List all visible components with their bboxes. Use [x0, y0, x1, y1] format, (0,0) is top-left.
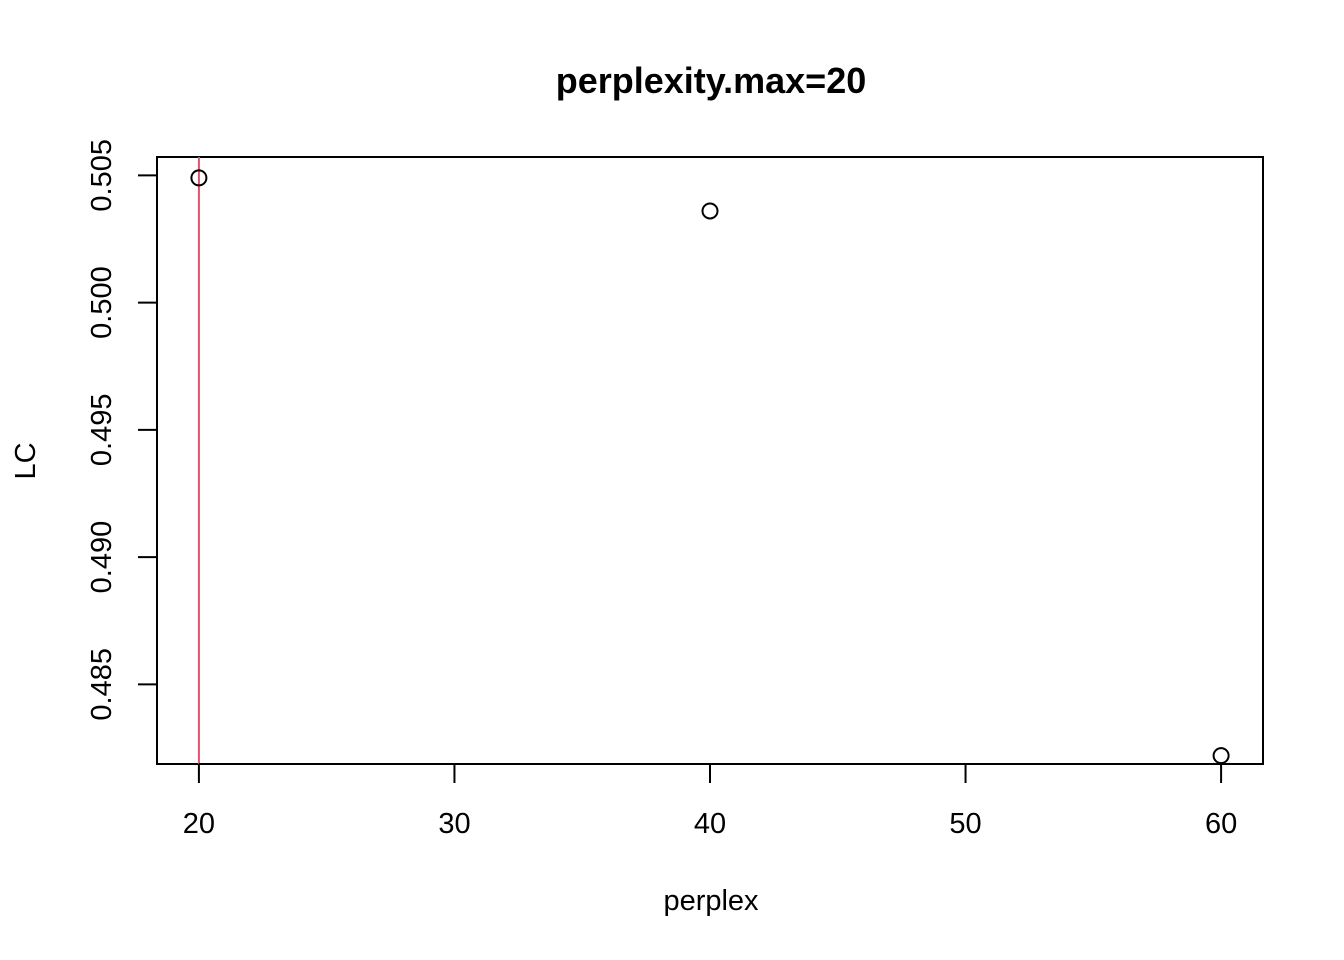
- x-tick-label: 30: [438, 808, 470, 840]
- x-axis-label: perplex: [663, 885, 759, 917]
- x-tick-label: 50: [949, 808, 981, 840]
- x-tick-label: 20: [183, 808, 215, 840]
- chart-title: perplexity.max=20: [556, 60, 867, 101]
- y-tick-label: 0.485: [86, 648, 118, 721]
- x-tick-label: 40: [694, 808, 726, 840]
- x-axis: 20 30 40 50 60: [183, 763, 1237, 840]
- y-axis: 0.485 0.490 0.495 0.500 0.505: [86, 139, 158, 721]
- data-point: [701, 202, 719, 220]
- data-points: [190, 169, 1230, 765]
- data-point: [190, 169, 208, 187]
- y-tick-label: 0.495: [86, 394, 118, 467]
- y-axis-label: LC: [10, 442, 42, 479]
- y-tick-label: 0.500: [86, 266, 118, 339]
- data-point: [1212, 747, 1230, 765]
- x-tick-label: 60: [1205, 808, 1237, 840]
- y-tick-label: 0.505: [86, 139, 118, 212]
- y-tick-label: 0.490: [86, 521, 118, 594]
